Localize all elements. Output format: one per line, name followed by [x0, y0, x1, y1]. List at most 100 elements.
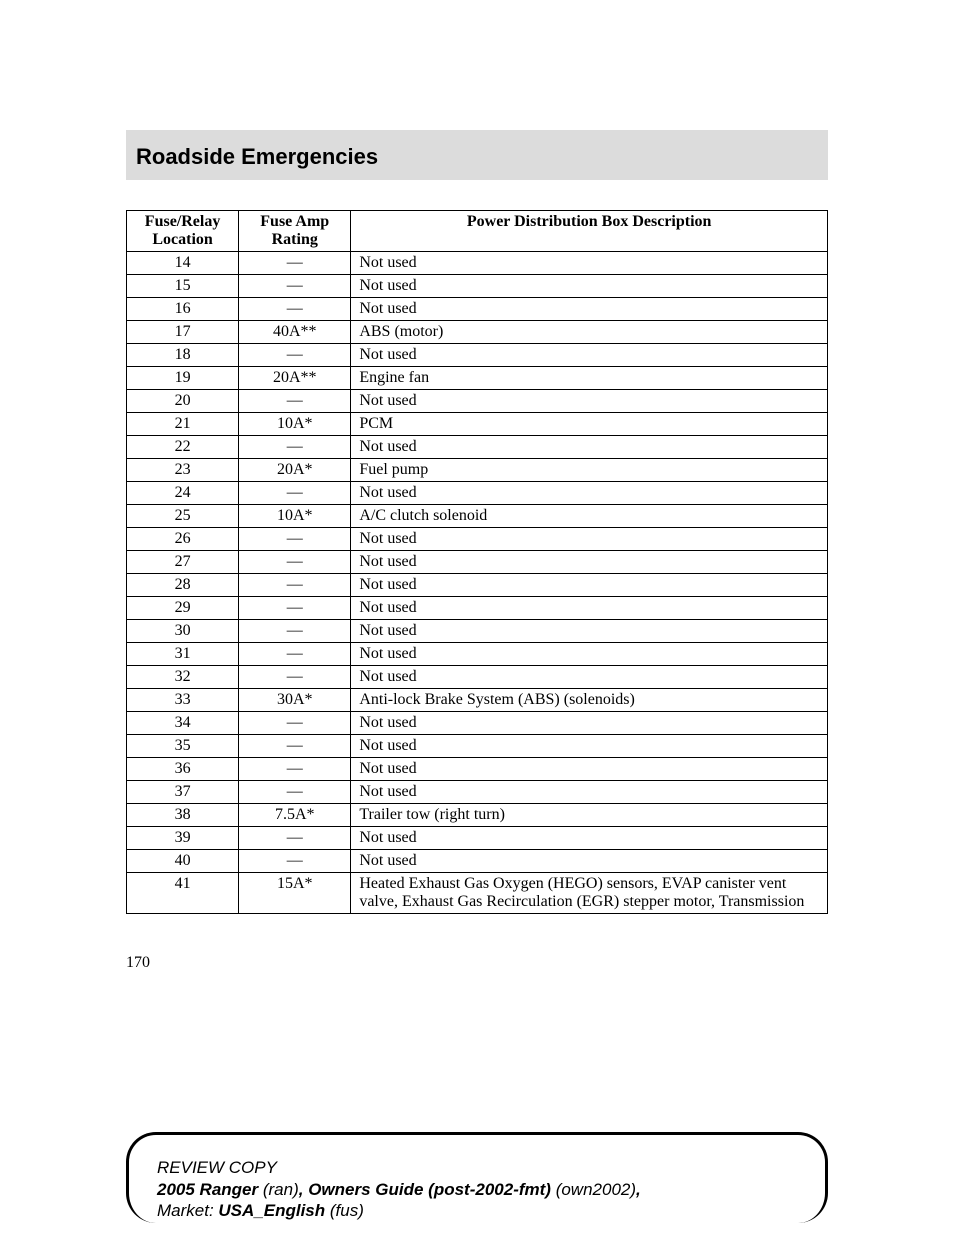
cell-location: 19 — [127, 367, 239, 390]
cell-amp: 20A** — [239, 367, 351, 390]
cell-desc: Not used — [351, 551, 828, 574]
cell-amp: 40A** — [239, 321, 351, 344]
cell-amp: 7.5A* — [239, 804, 351, 827]
table-row: 15—Not used — [127, 275, 828, 298]
cell-amp: — — [239, 643, 351, 666]
table-row: 1740A**ABS (motor) — [127, 321, 828, 344]
cell-location: 32 — [127, 666, 239, 689]
section-header: Roadside Emergencies — [126, 130, 828, 180]
cell-desc: Not used — [351, 436, 828, 459]
footer-market: USA_English — [218, 1201, 325, 1220]
cell-desc: Not used — [351, 298, 828, 321]
table-row: 34—Not used — [127, 712, 828, 735]
cell-desc: Not used — [351, 344, 828, 367]
cell-desc: Not used — [351, 275, 828, 298]
cell-location: 41 — [127, 873, 239, 914]
cell-amp: — — [239, 390, 351, 413]
cell-desc: Not used — [351, 482, 828, 505]
table-row: 39—Not used — [127, 827, 828, 850]
cell-location: 28 — [127, 574, 239, 597]
cell-location: 39 — [127, 827, 239, 850]
cell-desc: Not used — [351, 666, 828, 689]
cell-desc: Trailer tow (right turn) — [351, 804, 828, 827]
page-number: 170 — [126, 954, 828, 972]
cell-location: 29 — [127, 597, 239, 620]
cell-desc: Heated Exhaust Gas Oxygen (HEGO) sensors… — [351, 873, 828, 914]
cell-amp: 20A* — [239, 459, 351, 482]
cell-location: 31 — [127, 643, 239, 666]
cell-desc: Not used — [351, 758, 828, 781]
table-row: 37—Not used — [127, 781, 828, 804]
cell-location: 20 — [127, 390, 239, 413]
footer-model-code: (ran) — [258, 1180, 299, 1199]
cell-desc: Not used — [351, 781, 828, 804]
table-row: 16—Not used — [127, 298, 828, 321]
cell-amp: — — [239, 620, 351, 643]
cell-desc: Anti-lock Brake System (ABS) (solenoids) — [351, 689, 828, 712]
cell-location: 17 — [127, 321, 239, 344]
fuse-table: Fuse/Relay Location Fuse Amp Rating Powe… — [126, 210, 828, 914]
cell-desc: Not used — [351, 390, 828, 413]
cell-amp: — — [239, 574, 351, 597]
cell-location: 37 — [127, 781, 239, 804]
cell-desc: Not used — [351, 850, 828, 873]
table-row: 31—Not used — [127, 643, 828, 666]
footer-guide-code: (own2002) — [551, 1180, 636, 1199]
cell-desc: Fuel pump — [351, 459, 828, 482]
footer-guide: Owners Guide (post-2002-fmt) — [308, 1180, 551, 1199]
table-row: 22—Not used — [127, 436, 828, 459]
cell-desc: Not used — [351, 574, 828, 597]
cell-location: 27 — [127, 551, 239, 574]
cell-desc: Not used — [351, 712, 828, 735]
table-row: 2110A*PCM — [127, 413, 828, 436]
cell-desc: Not used — [351, 827, 828, 850]
footer-market-code: (fus) — [325, 1201, 364, 1220]
cell-amp: — — [239, 275, 351, 298]
cell-location: 24 — [127, 482, 239, 505]
cell-location: 34 — [127, 712, 239, 735]
cell-amp: — — [239, 758, 351, 781]
cell-amp: — — [239, 850, 351, 873]
table-row: 20—Not used — [127, 390, 828, 413]
cell-desc: Not used — [351, 643, 828, 666]
table-row: 18—Not used — [127, 344, 828, 367]
cell-location: 30 — [127, 620, 239, 643]
table-row: 28—Not used — [127, 574, 828, 597]
cell-desc: Not used — [351, 252, 828, 275]
cell-amp: 10A* — [239, 505, 351, 528]
cell-location: 18 — [127, 344, 239, 367]
cell-location: 16 — [127, 298, 239, 321]
cell-location: 21 — [127, 413, 239, 436]
cell-location: 38 — [127, 804, 239, 827]
cell-amp: — — [239, 781, 351, 804]
cell-desc: ABS (motor) — [351, 321, 828, 344]
cell-desc: Not used — [351, 735, 828, 758]
table-row: 387.5A*Trailer tow (right turn) — [127, 804, 828, 827]
cell-amp: — — [239, 298, 351, 321]
cell-location: 40 — [127, 850, 239, 873]
cell-amp: 30A* — [239, 689, 351, 712]
cell-amp: — — [239, 528, 351, 551]
cell-desc: Not used — [351, 528, 828, 551]
table-row: 29—Not used — [127, 597, 828, 620]
cell-location: 25 — [127, 505, 239, 528]
cell-desc: Engine fan — [351, 367, 828, 390]
cell-location: 23 — [127, 459, 239, 482]
cell-amp: — — [239, 551, 351, 574]
cell-location: 36 — [127, 758, 239, 781]
cell-location: 14 — [127, 252, 239, 275]
table-row: 36—Not used — [127, 758, 828, 781]
cell-desc: Not used — [351, 597, 828, 620]
footer-sep2: , — [636, 1180, 641, 1199]
table-row: 32—Not used — [127, 666, 828, 689]
footer-line3: Market: USA_English (fus) — [157, 1200, 797, 1221]
cell-amp: 10A* — [239, 413, 351, 436]
cell-amp: — — [239, 712, 351, 735]
footer-line2: 2005 Ranger (ran), Owners Guide (post-20… — [157, 1179, 797, 1200]
cell-amp: — — [239, 482, 351, 505]
cell-amp: — — [239, 735, 351, 758]
table-row: 26—Not used — [127, 528, 828, 551]
footer-box: REVIEW COPY 2005 Ranger (ran), Owners Gu… — [126, 1132, 828, 1223]
cell-amp: — — [239, 597, 351, 620]
header-desc: Power Distribution Box Description — [351, 211, 828, 252]
